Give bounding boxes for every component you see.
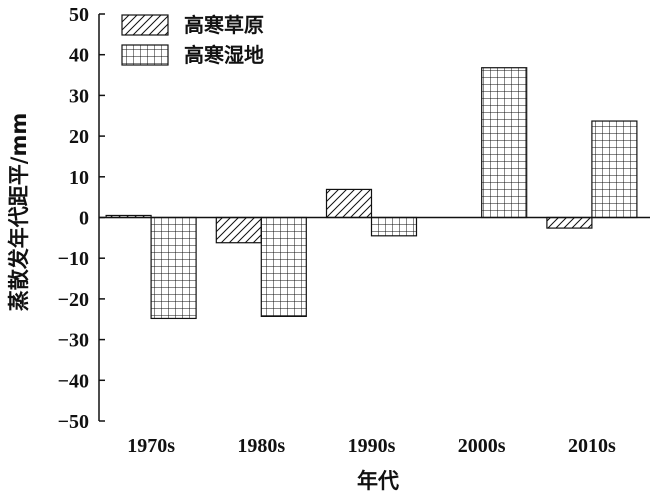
bar-grassland-1980s [215,216,262,244]
bar-grassland-1990s [325,188,373,219]
legend-swatch-wetland [121,44,169,66]
y-tick-label: 10 [69,167,89,189]
y-tick-label: −30 [58,330,89,352]
legend-label-grassland: 高寒草原 [184,13,264,37]
bar-wetland-1990s [370,216,418,237]
x-tick-label: 2010s [568,435,616,457]
x-tick-label: 2000s [458,435,506,457]
y-tick-label: −20 [58,289,89,311]
y-axis-label: 蒸散发年代距平/mm [7,113,31,311]
x-axis-label: 年代 [357,469,399,493]
bar-wetland-1980s [260,216,307,318]
y-tick-label: 50 [69,4,89,26]
y-tick-label: −40 [58,370,89,392]
bar-grassland-1970s [105,214,152,219]
x-tick-label: 1980s [237,435,285,457]
legend-label-wetland: 高寒湿地 [184,43,264,67]
bar-grassland-2010s [546,216,593,229]
y-tick-label: 20 [69,126,89,148]
bar-wetland-1970s [150,216,197,320]
x-tick-label: 1970s [127,435,175,457]
axes: 50 40 30 20 10 0 −10 −20 −30 −40 −50 1970s 1980s 1990… [58,4,650,457]
y-tick-label: 40 [69,45,89,67]
legend-swatch-grassland [121,14,169,36]
bar-wetland-2000s [481,67,528,219]
bars [105,67,638,320]
y-tick-label: −10 [58,248,89,270]
y-tick-label: 0 [79,208,89,230]
x-tick-label: 1990s [348,435,396,457]
bar-wetland-2010s [591,120,638,219]
y-tick-label: 30 [69,85,89,107]
y-tick-label: −50 [58,411,89,433]
